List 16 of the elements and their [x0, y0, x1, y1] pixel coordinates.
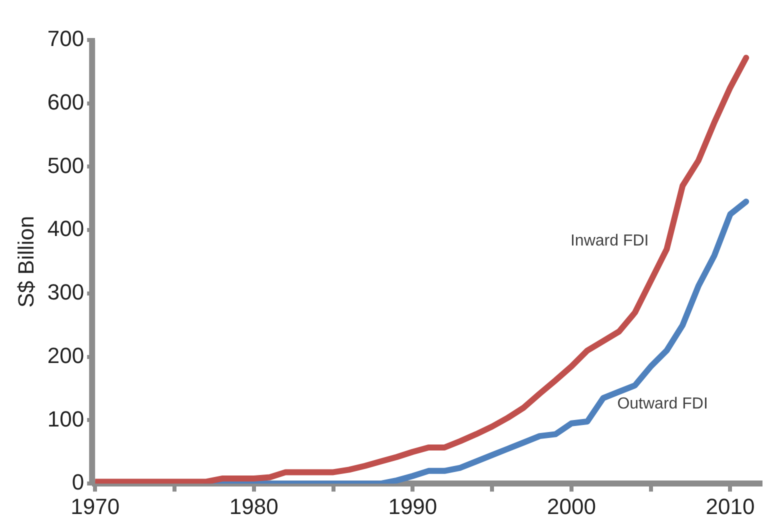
- y-tick-label: 200: [47, 342, 84, 368]
- x-tick-label: 1990: [388, 494, 438, 519]
- x-tick-label: 1980: [229, 494, 278, 519]
- y-tick-label: 100: [47, 406, 84, 432]
- series-label: Outward FDI: [617, 395, 708, 412]
- y-tick-label: 600: [47, 89, 84, 114]
- y-tick-label: 700: [47, 26, 84, 52]
- y-tick-label: 500: [47, 152, 84, 178]
- x-tick-label: 2000: [546, 494, 596, 519]
- x-tick-label: 1970: [70, 494, 120, 519]
- y-tick-label: 0: [72, 470, 84, 495]
- y-tick-label: 400: [47, 216, 84, 242]
- y-tick-label: 300: [47, 280, 84, 305]
- series-label: Inward FDI: [570, 232, 649, 250]
- y-axis-title: S$ Billion: [13, 216, 38, 308]
- x-tick-label: 2010: [706, 494, 755, 519]
